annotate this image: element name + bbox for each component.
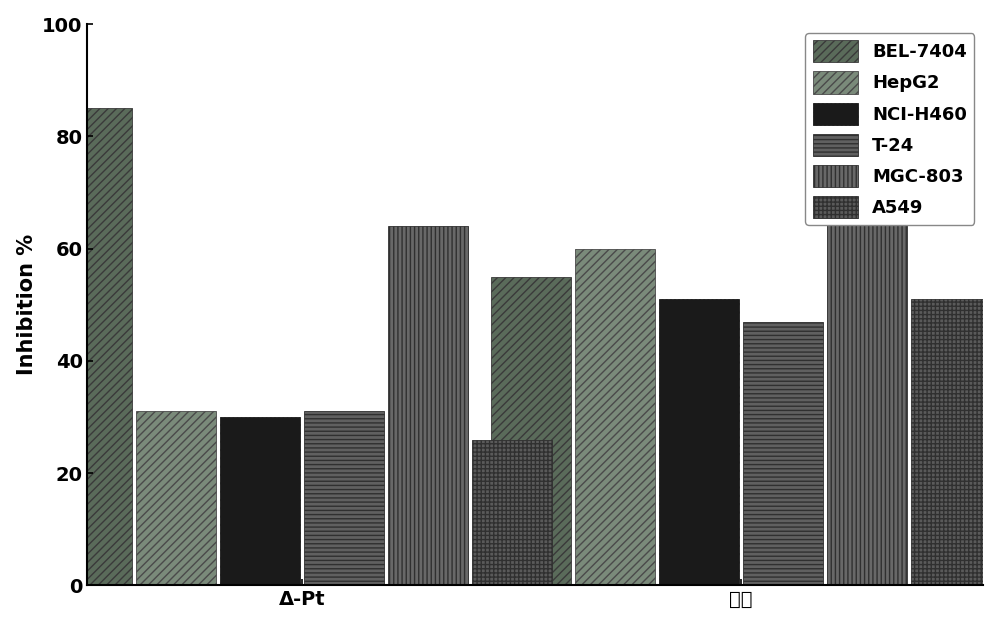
Bar	[52, 108, 132, 585]
Bar	[575, 249, 655, 585]
Legend: BEL-7404, HepG2, NCI-H460, T-24, MGC-803, A549: BEL-7404, HepG2, NCI-H460, T-24, MGC-803…	[805, 33, 974, 225]
Bar	[827, 187, 907, 585]
Bar	[659, 299, 739, 585]
Bar	[388, 226, 468, 585]
Y-axis label: Inhibition %: Inhibition %	[17, 234, 37, 376]
Bar	[136, 411, 216, 585]
Bar	[472, 439, 552, 585]
Bar	[491, 277, 571, 585]
Bar	[911, 299, 991, 585]
Bar	[304, 411, 384, 585]
Bar	[220, 417, 300, 585]
Bar	[743, 322, 823, 585]
